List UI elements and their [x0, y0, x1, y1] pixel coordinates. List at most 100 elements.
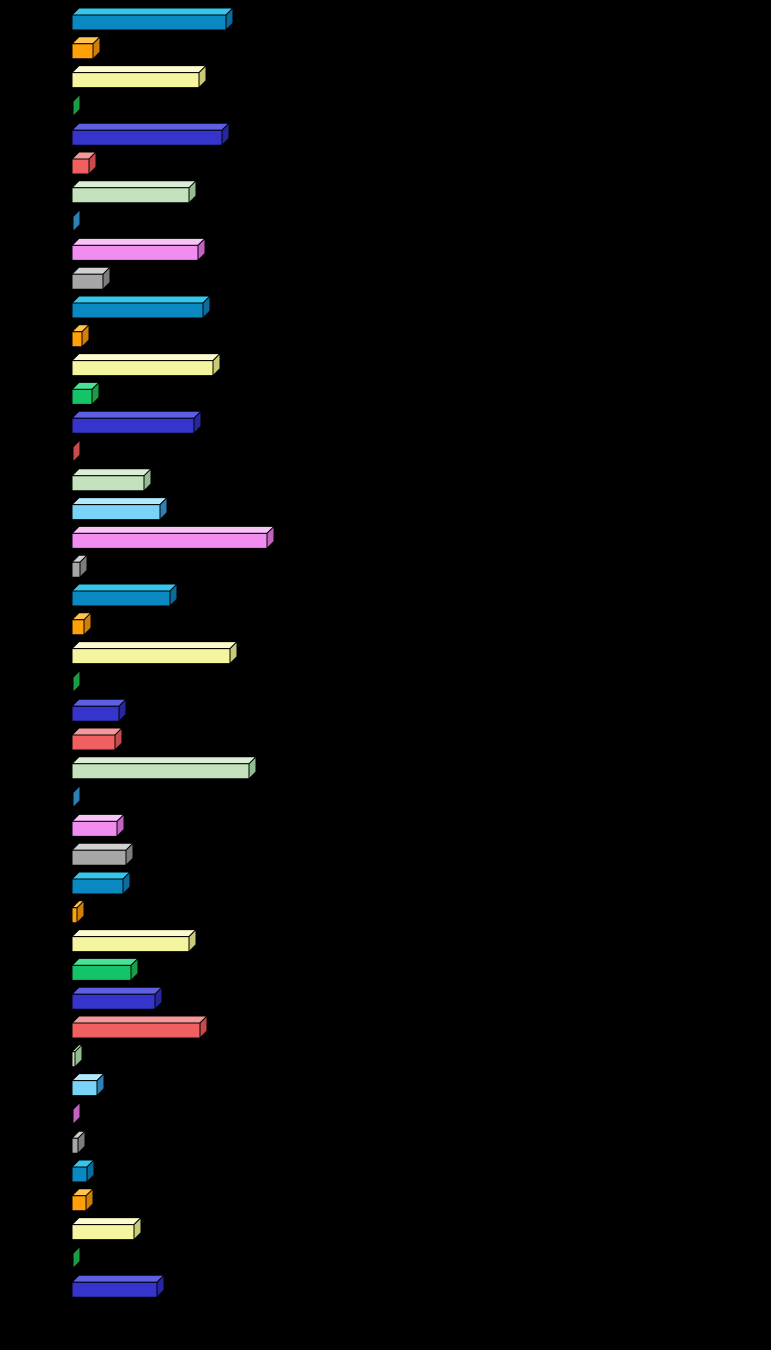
bar-top-face	[70, 295, 212, 304]
bar-20	[70, 553, 89, 579]
bar-front-face	[71, 705, 120, 722]
bar-24	[70, 669, 82, 694]
bar-front-face	[71, 187, 190, 204]
bar-16	[70, 438, 82, 464]
bar-front-face	[71, 302, 204, 319]
bar-top-face	[70, 353, 222, 362]
bar-top-face	[70, 468, 153, 477]
bar-36	[70, 1014, 209, 1040]
bar-19	[70, 525, 276, 550]
bar-17	[70, 467, 153, 493]
bar-front-face	[71, 619, 85, 636]
bar-front-face	[71, 936, 190, 953]
bar-front-face	[71, 100, 74, 117]
bar-front-face	[71, 43, 94, 60]
bar-front-face	[71, 417, 195, 434]
bar-top-face	[70, 497, 169, 506]
bar-13	[70, 352, 222, 377]
bar-top-face	[70, 7, 235, 16]
bar-top-face	[70, 583, 179, 592]
bar-top-face	[70, 410, 203, 419]
bar-10	[70, 265, 112, 291]
bar-front-face	[71, 72, 200, 89]
bar-front-face	[71, 878, 124, 895]
bar-front-face	[71, 1252, 74, 1269]
bar-44	[70, 1245, 82, 1270]
bar-12	[70, 323, 91, 349]
bar-front-face	[71, 1080, 98, 1097]
bar-40	[70, 1129, 87, 1155]
bar-front-face	[71, 388, 93, 405]
bar-9	[70, 237, 207, 262]
bar-front-face	[71, 475, 145, 492]
bar-front-face	[71, 158, 90, 175]
bar-top-face	[70, 698, 128, 707]
bar-7	[70, 179, 198, 205]
bar-8	[70, 208, 82, 233]
bar-top-face	[70, 525, 276, 534]
bar-top-face	[70, 986, 164, 995]
bar-top-face	[70, 727, 124, 736]
bar-front-face	[71, 446, 74, 463]
bar-35	[70, 985, 164, 1011]
bar-18	[70, 496, 169, 521]
bar-top-face	[70, 813, 126, 822]
bar-39	[70, 1101, 82, 1126]
bar-front-face	[71, 504, 161, 521]
bar-30	[70, 841, 135, 867]
bar-top-face	[70, 237, 207, 246]
bar-26	[70, 726, 124, 752]
bar-top-face	[70, 641, 239, 650]
bar-23	[70, 640, 239, 665]
bar-front-face	[71, 532, 268, 549]
bar-front-face	[71, 14, 227, 31]
bar-front-face	[71, 1166, 88, 1183]
bar-31	[70, 870, 132, 896]
bar-top-face	[70, 180, 198, 189]
bar-top-face	[70, 957, 140, 966]
bar-front-face	[71, 792, 74, 809]
bar-45	[70, 1273, 166, 1299]
bar-front-face	[71, 820, 118, 837]
bar-front-face	[71, 244, 199, 261]
bar-front-face	[71, 1137, 79, 1154]
bar-14	[70, 381, 101, 406]
bar-25	[70, 697, 128, 723]
bar-top-face	[70, 756, 258, 765]
bar-front-face	[71, 273, 104, 290]
bar-front-face	[71, 993, 156, 1010]
bar-front-face	[71, 1051, 76, 1068]
bar-front-face	[71, 1022, 201, 1039]
bar-27	[70, 755, 258, 781]
bar-11	[70, 294, 212, 320]
bar-2	[70, 35, 102, 61]
bar-front-face	[71, 676, 74, 693]
bar-top-face	[70, 842, 135, 851]
bar-6	[70, 150, 98, 176]
bar-3	[70, 64, 208, 89]
bar-29	[70, 813, 126, 838]
bar-front-face	[71, 216, 74, 233]
bar-15	[70, 409, 203, 435]
bar-38	[70, 1072, 106, 1097]
bar-32	[70, 899, 86, 925]
bar-top-face	[70, 1015, 209, 1024]
bar-43	[70, 1216, 143, 1241]
bar-front-face	[71, 1195, 87, 1212]
bar-front-face	[71, 1224, 135, 1241]
bar-22	[70, 611, 93, 637]
bar-21	[70, 582, 179, 608]
bar-front-face	[71, 907, 78, 924]
bar-5	[70, 121, 231, 147]
bar-front-face	[71, 734, 116, 751]
bar-34	[70, 957, 140, 982]
bar-28	[70, 784, 82, 809]
bar-top-face	[70, 1274, 166, 1283]
bar-front-face	[71, 590, 171, 607]
bar-front-face	[71, 1281, 158, 1298]
bar-top-face	[70, 929, 198, 938]
bar-front-face	[71, 964, 132, 981]
bar-1	[70, 6, 235, 32]
